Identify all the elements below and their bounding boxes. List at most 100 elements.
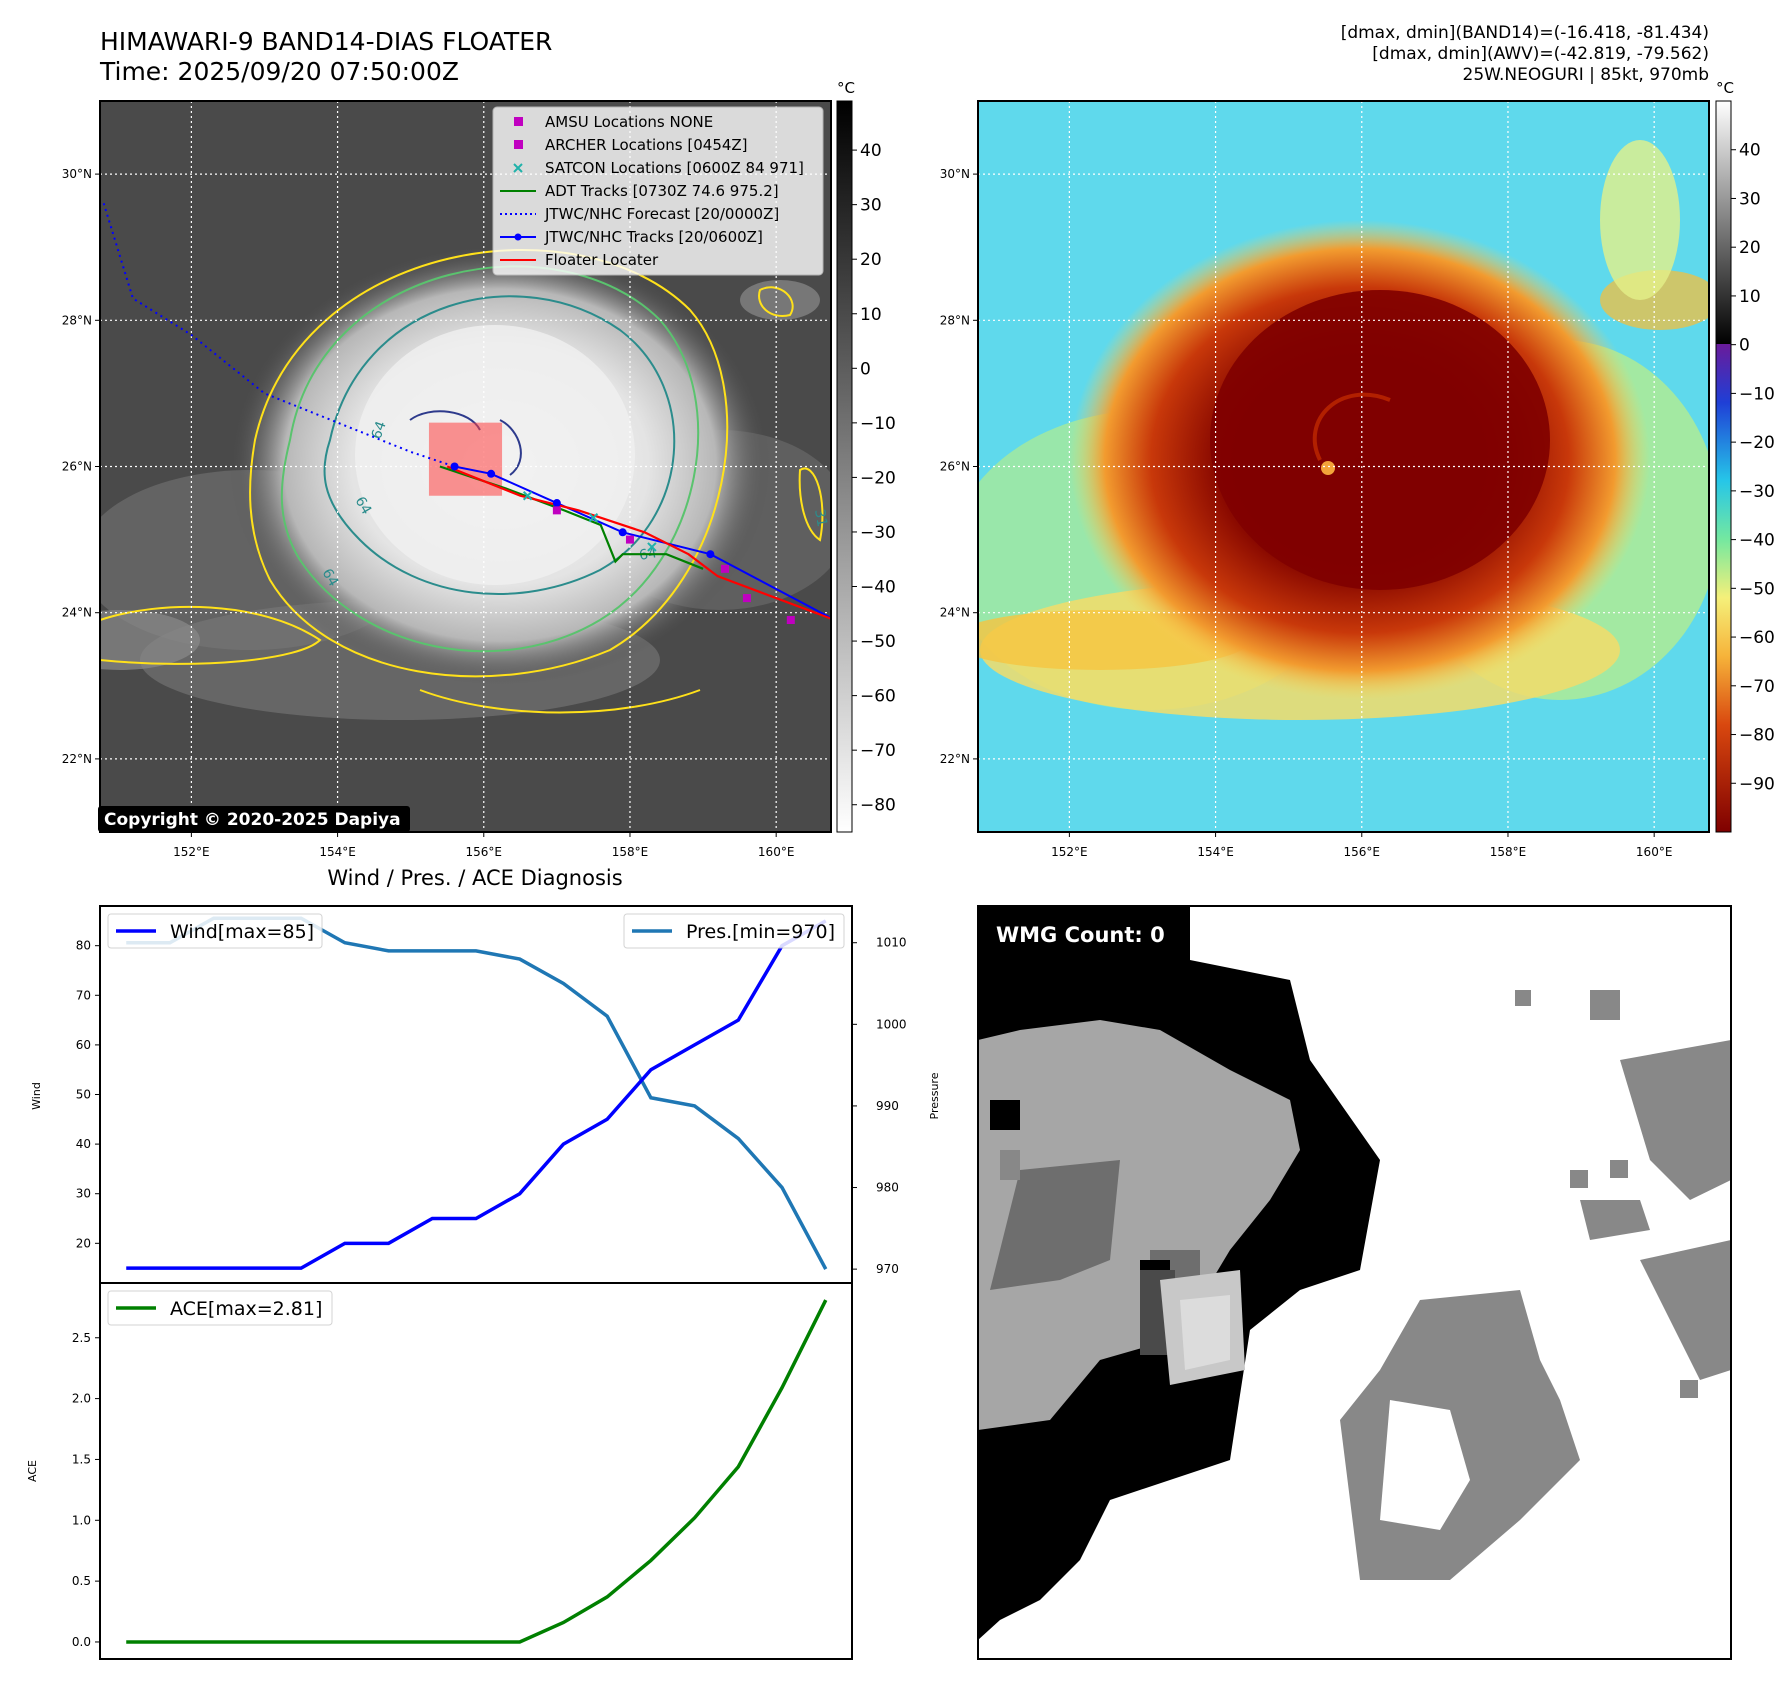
- wind-legend-box: [107, 913, 323, 949]
- ir-satellite-panel: 64 64 64 64 31 152°E 154°E 156°E 158°E 160°E…: [62, 100, 832, 859]
- wv-colorbar-tick-label: 20: [1739, 238, 1761, 258]
- wv-colorbar-unit: °C: [1716, 79, 1734, 97]
- wv-tick-label-lat: 22°N: [940, 752, 970, 766]
- pressure-tick-label: 970: [876, 1262, 899, 1276]
- pressure-axis-label: Pressure: [928, 1072, 941, 1119]
- wind-tick-label: 30: [76, 1187, 91, 1201]
- wv-colorbar-tick-label: −40: [1739, 531, 1775, 551]
- wv-tick-label-lat: 28°N: [940, 313, 970, 327]
- ir-colorbar-tick-label: −20: [860, 468, 896, 488]
- ace-tick-label: 1.5: [72, 1452, 91, 1466]
- wv-satellite-panel: 152°E 154°E 156°E 158°E 160°E 30°N 28°N 26°N 24°…: [940, 100, 1710, 859]
- ir-tick-label-lon: 152°E: [173, 845, 210, 859]
- ir-colorbar-tick-label: −70: [860, 741, 896, 761]
- ir-colorbar-tick-label: 20: [860, 250, 882, 270]
- ace-tick-label: 0.0: [72, 1635, 91, 1649]
- wind-line: [126, 919, 827, 1270]
- ace-line: [126, 1299, 828, 1644]
- wv-axis-ticks: 152°E 154°E 156°E 158°E 160°E 30°N 28°N 26°N 24°…: [940, 167, 1673, 859]
- wv-colorbar-tick-label: −20: [1739, 433, 1775, 453]
- adt-track: [439, 465, 704, 570]
- jtwc-track-point: [706, 550, 715, 559]
- wind-tick-label: 20: [76, 1236, 91, 1250]
- jtwc-track-point: [487, 469, 496, 478]
- wmg-panel: WMG Count: 0: [977, 905, 1732, 1660]
- jtwc-best-track: [454, 465, 831, 620]
- satcon-point: [647, 542, 657, 552]
- ace-legend-label: ACE[max=2.81]: [170, 1298, 322, 1320]
- wv-colorbar-tick-label: 30: [1739, 189, 1761, 209]
- legend-label: Floater Locater: [545, 251, 659, 269]
- ir-axis-ticks: 152°E 154°E 156°E 158°E 160°E 30°N 28°N 26°N 24°…: [62, 167, 795, 859]
- legend-label: JTWC/NHC Forecast [20/0000Z]: [544, 205, 779, 223]
- wv-colorbar-tick-label: 10: [1739, 287, 1761, 307]
- storm-info: 25W.NEOGURI | 85kt, 970mb: [1463, 65, 1709, 85]
- legend-label: JTWC/NHC Tracks [20/0600Z]: [544, 228, 763, 246]
- ir-colorbar-tick-label: −60: [860, 687, 896, 707]
- contour-label-5: 31: [811, 508, 830, 528]
- wv-tick-label-lon: 158°E: [1490, 845, 1527, 859]
- legend-marker-dot: [514, 233, 522, 241]
- wv-colorbar-tick-label: −10: [1739, 384, 1775, 404]
- pressure-tick-label: 1010: [876, 936, 907, 950]
- ir-tick-label-lon: 156°E: [466, 845, 503, 859]
- diagnosis-title: Wind / Pres. / ACE Diagnosis: [327, 866, 622, 890]
- ace-tick-label: 0.5: [72, 1574, 91, 1588]
- jtwc-track-point: [450, 462, 459, 471]
- satcon-point: [522, 491, 533, 501]
- contour-label-3: 64: [319, 566, 342, 590]
- ir-tick-label-lat: 26°N: [62, 460, 92, 474]
- track-markers: [450, 462, 831, 625]
- wind-legend-label: Wind[max=85]: [170, 921, 314, 943]
- legend-marker-square: [514, 117, 523, 126]
- ir-colorbar-unit: °C: [837, 79, 855, 97]
- ir-tick-label-lat: 30°N: [62, 167, 92, 181]
- satcon-point: [588, 512, 599, 523]
- ir-tick-label-lat: 22°N: [62, 752, 92, 766]
- wv-colorbar-tick-label: −70: [1739, 677, 1775, 697]
- wind-tick-label: 70: [76, 988, 91, 1002]
- legend-label: AMSU Locations NONE: [545, 113, 713, 131]
- contour-label-1: 64: [369, 419, 390, 441]
- contour-label-2: 64: [352, 494, 375, 518]
- figure-time: Time: 2025/09/20 07:50:00Z: [99, 57, 459, 86]
- wv-colorbar-tick-label: −90: [1739, 774, 1775, 794]
- pressure-tick-label: 990: [876, 1099, 899, 1113]
- wv-tick-label-lat: 30°N: [940, 167, 970, 181]
- ir-tick-label-lon: 154°E: [319, 845, 356, 859]
- wv-tick-label-lon: 156°E: [1344, 845, 1381, 859]
- floater-track: [446, 465, 831, 620]
- wind-tick-label: 40: [76, 1137, 91, 1151]
- ace-tick-label: 2.0: [72, 1392, 91, 1406]
- wv-tick-label-lat: 26°N: [940, 460, 970, 474]
- stats-awv: [dmax, dmin](AWV)=(-42.819, -79.562): [1372, 44, 1709, 64]
- ace-tick-label: 1.0: [72, 1513, 91, 1527]
- copyright-badge: Copyright © 2020-2025 Dapiya: [98, 806, 410, 832]
- ir-colorbar-tick-label: −10: [860, 414, 896, 434]
- ace-axis-label: ACE: [26, 1460, 39, 1482]
- legend-label: SATCON Locations [0600Z 84 971]: [545, 159, 804, 177]
- ir-colorbar-tick-label: −40: [860, 578, 896, 598]
- legend-label: ARCHER Locations [0454Z]: [545, 136, 748, 154]
- pressure-tick-label: 980: [876, 1181, 899, 1195]
- ir-tick-label-lat: 24°N: [62, 606, 92, 620]
- copyright-text: Copyright © 2020-2025 Dapiya: [104, 810, 401, 830]
- jtwc-track-point: [618, 528, 627, 537]
- archer-point: [742, 594, 751, 603]
- wv-colorbar: °C 40 30 20 10 0 −10 −20 −30 −40 −50 −60 −70 −80 −90: [1715, 79, 1775, 833]
- wv-colorbar-tick-label: −30: [1739, 482, 1775, 502]
- wv-colorbar-tick-label: −50: [1739, 579, 1775, 599]
- ir-colorbar-tick-label: 30: [860, 196, 882, 216]
- archer-point: [721, 564, 730, 573]
- wind-tick-label: 50: [76, 1088, 91, 1102]
- ir-tick-label-lat: 28°N: [62, 313, 92, 327]
- archer-point: [786, 616, 795, 625]
- wind-tick-label: 60: [76, 1038, 91, 1052]
- ir-legend: AMSU Locations NONE ARCHER Locations [045…: [492, 106, 824, 276]
- wv-tick-label-lon: 152°E: [1051, 845, 1088, 859]
- ir-tick-label-lon: 158°E: [612, 845, 649, 859]
- ir-colorbar-tick-label: 10: [860, 305, 882, 325]
- ir-colorbar: °C 40 30 20 10 0 −10 −20 −30 −40 −50 −60 −70 −80: [836, 79, 896, 833]
- jtwc-track-point: [552, 499, 561, 508]
